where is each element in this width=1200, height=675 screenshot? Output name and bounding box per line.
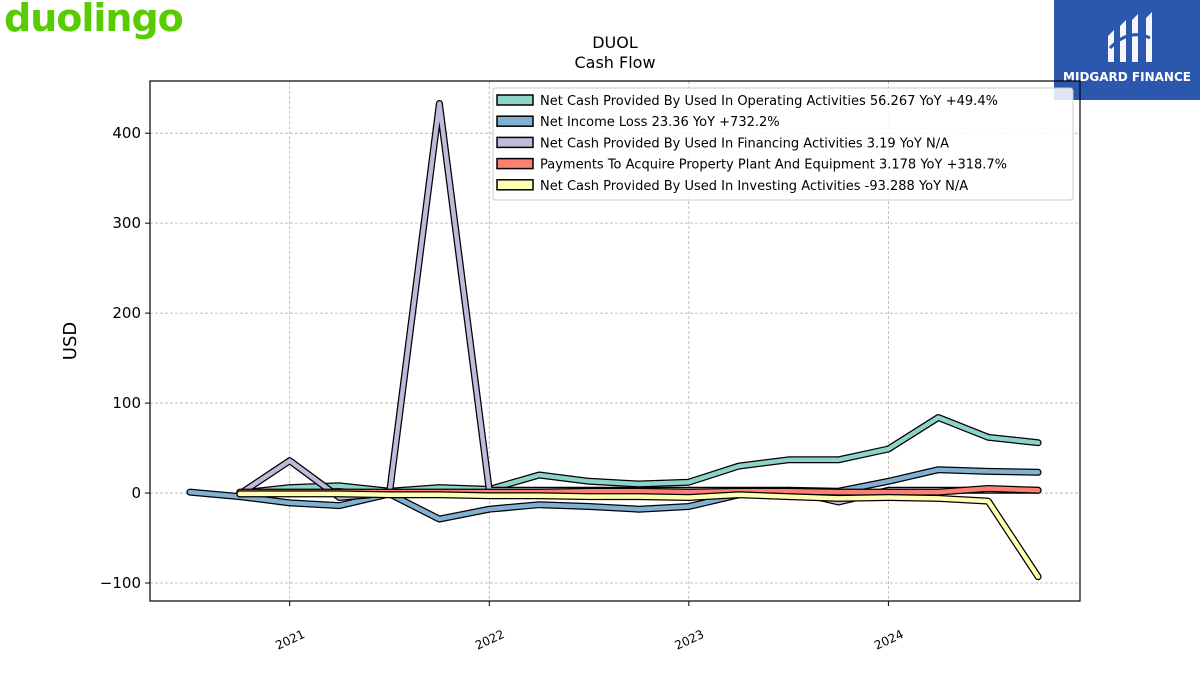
series-lines bbox=[186, 100, 1042, 581]
legend-swatch bbox=[496, 157, 534, 170]
series-1-line bbox=[187, 467, 1041, 522]
legend-box bbox=[492, 87, 1074, 201]
y-tick-label: 300 bbox=[112, 214, 141, 232]
y-axis-label: USD bbox=[60, 322, 81, 360]
duolingo-logo: duolingo bbox=[4, 0, 184, 40]
x-axis-ticks: 2021 2022 2023 2024 bbox=[273, 601, 906, 653]
midgard-finance-logo: MIDGARD FINANCE bbox=[1054, 0, 1200, 100]
y-tick-label: 400 bbox=[112, 124, 141, 142]
legend-entry: Net Cash Provided By Used In Operating A… bbox=[540, 94, 998, 109]
y-axis-ticks: −100 0 100 200 300 400 bbox=[100, 124, 150, 592]
x-tick-label: 2021 bbox=[273, 627, 307, 653]
legend: Net Cash Provided By Used In Operating A… bbox=[492, 87, 1074, 201]
plot-frame bbox=[149, 80, 1081, 602]
chart-title: DUOL bbox=[592, 33, 638, 52]
x-tick-label: 2023 bbox=[673, 627, 707, 653]
y-tick-label: 100 bbox=[112, 394, 141, 412]
legend-swatch bbox=[496, 179, 534, 191]
legend-entry: Payments To Acquire Property Plant And E… bbox=[540, 158, 1007, 173]
legend-swatch bbox=[496, 115, 534, 127]
midgard-logo-background bbox=[1054, 0, 1200, 100]
legend-entry: Net Cash Provided By Used In Financing A… bbox=[540, 136, 949, 151]
midgard-logo-swoosh bbox=[1108, 33, 1151, 50]
legend-swatch bbox=[496, 94, 534, 106]
y-tick-label: −100 bbox=[100, 574, 141, 592]
chart-subtitle: Cash Flow bbox=[574, 53, 655, 72]
legend-swatch bbox=[496, 136, 534, 149]
x-tick-label: 2022 bbox=[473, 627, 507, 653]
midgard-logo-mark bbox=[1108, 12, 1152, 62]
midgard-logo-text: MIDGARD FINANCE bbox=[1063, 70, 1191, 84]
midgard-logo-icon bbox=[1054, 0, 1200, 100]
y-tick-label: 0 bbox=[131, 484, 141, 502]
y-tick-label: 200 bbox=[112, 304, 141, 322]
x-tick-label: 2024 bbox=[872, 627, 906, 653]
duolingo-logo-text: duolingo bbox=[4, 0, 184, 40]
legend-entry: Net Cash Provided By Used In Investing A… bbox=[540, 179, 968, 194]
series-4-line bbox=[237, 491, 1041, 579]
legend-entry: Net Income Loss 23.36 YoY +732.2% bbox=[540, 115, 780, 130]
